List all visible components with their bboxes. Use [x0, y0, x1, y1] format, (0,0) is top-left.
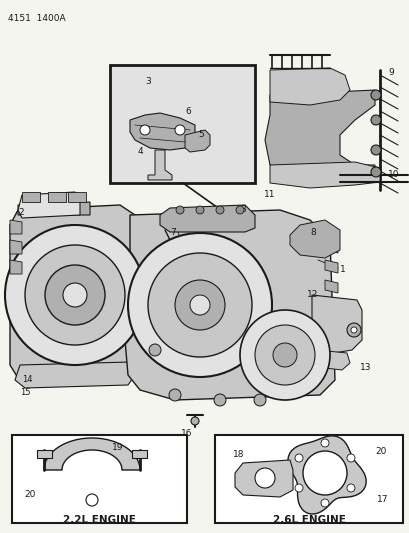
Circle shape — [175, 206, 184, 214]
Circle shape — [213, 394, 225, 406]
Circle shape — [236, 206, 243, 214]
Polygon shape — [324, 240, 337, 253]
Circle shape — [189, 295, 209, 315]
Polygon shape — [10, 220, 22, 234]
Bar — [110, 65, 254, 183]
Circle shape — [5, 225, 145, 365]
Circle shape — [254, 394, 265, 406]
Polygon shape — [324, 260, 337, 273]
Bar — [214, 435, 402, 523]
Text: 17: 17 — [376, 495, 388, 504]
Circle shape — [302, 451, 346, 495]
Text: 2.2L ENGINE: 2.2L ENGINE — [63, 515, 135, 525]
Text: 8: 8 — [309, 228, 315, 237]
Polygon shape — [125, 210, 334, 400]
Circle shape — [346, 323, 360, 337]
Circle shape — [148, 344, 161, 356]
Polygon shape — [270, 68, 349, 105]
Circle shape — [294, 454, 302, 462]
Circle shape — [191, 417, 198, 425]
Polygon shape — [10, 240, 22, 254]
Circle shape — [370, 90, 380, 100]
Polygon shape — [160, 205, 254, 232]
Text: 16: 16 — [181, 429, 192, 438]
Text: 2: 2 — [18, 208, 24, 217]
Circle shape — [175, 125, 184, 135]
Text: 5: 5 — [198, 130, 203, 139]
Polygon shape — [311, 295, 361, 355]
Text: 12: 12 — [306, 290, 318, 299]
Text: 4: 4 — [138, 147, 143, 156]
Text: 9: 9 — [387, 68, 393, 77]
Text: 3: 3 — [145, 77, 151, 86]
Polygon shape — [287, 436, 365, 514]
Polygon shape — [44, 438, 139, 470]
Text: 10: 10 — [387, 170, 398, 179]
Text: 2.6L ENGINE: 2.6L ENGINE — [272, 515, 345, 525]
Circle shape — [346, 484, 354, 492]
Circle shape — [346, 454, 354, 462]
Circle shape — [294, 484, 302, 492]
Polygon shape — [18, 202, 90, 215]
Polygon shape — [270, 162, 379, 188]
Polygon shape — [184, 130, 209, 152]
Text: 14: 14 — [22, 375, 32, 384]
Polygon shape — [15, 362, 135, 388]
Text: 7: 7 — [170, 228, 175, 237]
Circle shape — [216, 206, 223, 214]
Circle shape — [63, 283, 87, 307]
Text: 3: 3 — [239, 205, 245, 214]
Polygon shape — [132, 450, 147, 458]
Circle shape — [139, 125, 150, 135]
Circle shape — [254, 468, 274, 488]
Polygon shape — [130, 113, 195, 150]
Circle shape — [370, 145, 380, 155]
Polygon shape — [68, 192, 86, 202]
Circle shape — [272, 343, 296, 367]
Polygon shape — [316, 350, 349, 370]
Circle shape — [254, 325, 314, 385]
Polygon shape — [324, 280, 337, 293]
Text: 13: 13 — [359, 363, 371, 372]
Circle shape — [320, 439, 328, 447]
Text: 11: 11 — [263, 190, 275, 199]
Text: 20: 20 — [24, 490, 35, 499]
Bar — [12, 435, 187, 523]
Circle shape — [370, 115, 380, 125]
Circle shape — [370, 167, 380, 177]
Polygon shape — [10, 260, 22, 274]
Text: 4151  1400A: 4151 1400A — [8, 14, 65, 23]
Circle shape — [320, 499, 328, 507]
Text: 18: 18 — [232, 450, 244, 459]
Circle shape — [196, 206, 204, 214]
Polygon shape — [37, 450, 52, 458]
Text: 19: 19 — [112, 443, 123, 452]
Circle shape — [86, 494, 98, 506]
Polygon shape — [18, 192, 80, 218]
Text: 15: 15 — [20, 388, 30, 397]
Circle shape — [148, 253, 252, 357]
Text: 20: 20 — [374, 447, 385, 456]
Circle shape — [175, 280, 225, 330]
Polygon shape — [289, 220, 339, 258]
Polygon shape — [234, 460, 292, 497]
Polygon shape — [264, 90, 374, 180]
Circle shape — [350, 327, 356, 333]
Text: 6: 6 — [184, 107, 190, 116]
Circle shape — [239, 310, 329, 400]
Circle shape — [169, 389, 180, 401]
Circle shape — [25, 245, 125, 345]
Polygon shape — [48, 192, 66, 202]
Circle shape — [128, 233, 271, 377]
Circle shape — [45, 265, 105, 325]
Polygon shape — [22, 192, 40, 202]
Text: 1: 1 — [339, 265, 345, 274]
Polygon shape — [148, 150, 172, 180]
Polygon shape — [10, 205, 139, 378]
